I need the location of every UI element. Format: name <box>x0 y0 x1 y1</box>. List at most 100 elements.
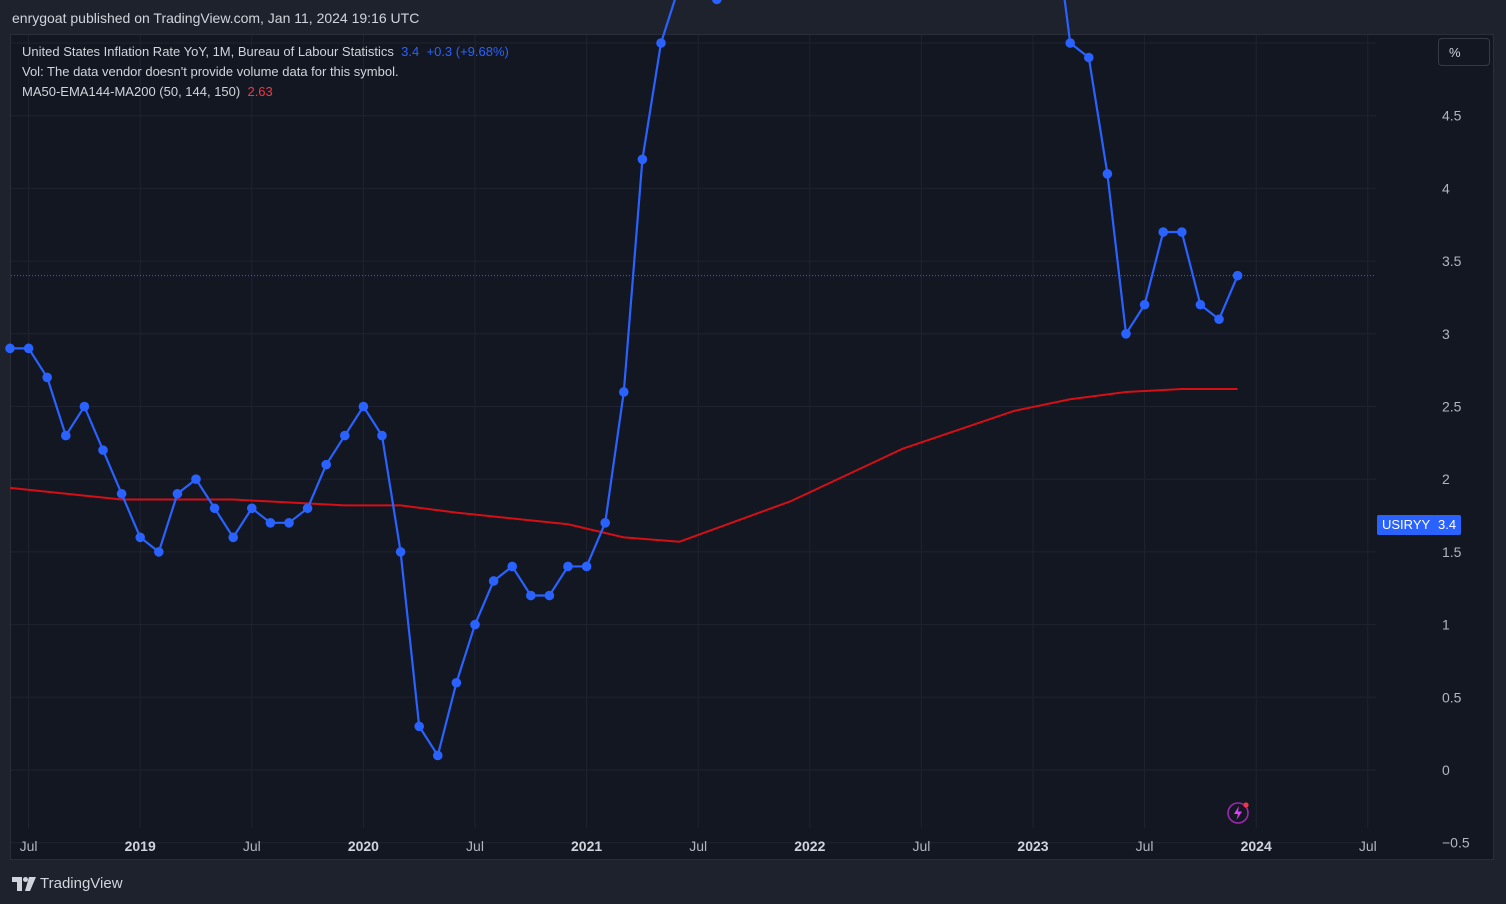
last-price-badge: 3.4 <box>1433 515 1462 535</box>
inflation-point[interactable] <box>1121 329 1131 339</box>
x-tick-label: Jul <box>689 838 707 854</box>
legend-ma-value: 2.63 <box>247 84 273 99</box>
inflation-point[interactable] <box>358 401 369 412</box>
legend-change: +0.3 (+9.68%) <box>426 44 509 59</box>
chart-grid <box>11 35 1376 844</box>
x-tick-label: 2023 <box>1017 838 1048 854</box>
inflation-point[interactable] <box>600 518 610 528</box>
x-tick-label: Jul <box>1136 838 1154 854</box>
inflation-line[interactable] <box>10 0 1239 757</box>
x-tick-label: 2022 <box>794 838 825 854</box>
inflation-point[interactable] <box>98 445 108 455</box>
inflation-point[interactable] <box>470 619 480 630</box>
inflation-point[interactable] <box>247 503 257 514</box>
price-axis: 9.598.587.576.565.554.543.532.521.510.50… <box>1442 35 1470 851</box>
inflation-point[interactable] <box>1195 299 1206 310</box>
bottom-bar <box>0 860 1506 904</box>
x-tick-label: Jul <box>20 838 38 854</box>
inflation-point[interactable] <box>265 518 276 528</box>
legend-volume-note: Vol: The data vendor doesn't provide vol… <box>22 64 399 79</box>
inflation-point[interactable] <box>526 590 536 601</box>
x-tick-label: Jul <box>912 838 930 854</box>
inflation-point[interactable] <box>377 430 387 441</box>
tradingview-logo-icon <box>12 876 36 891</box>
x-tick-label: 2020 <box>348 838 379 854</box>
inflation-point[interactable] <box>1232 270 1243 281</box>
inflation-series-layer <box>5 0 1243 761</box>
inflation-point[interactable] <box>340 430 350 441</box>
y-tick-label: 3 <box>1442 326 1450 342</box>
inflation-point[interactable] <box>1065 38 1075 48</box>
inflation-point[interactable] <box>1102 169 1113 179</box>
inflation-point[interactable] <box>619 387 629 397</box>
x-tick-label: 2021 <box>571 838 602 854</box>
inflation-point[interactable] <box>414 721 425 732</box>
inflation-point[interactable] <box>135 532 145 543</box>
inflation-point[interactable] <box>451 677 462 688</box>
legend-ma-label: MA50-EMA144-MA200 (50, 144, 150) <box>22 84 241 99</box>
legend-ma-row[interactable]: MA50-EMA144-MA200 (50, 144, 150) 2.63 <box>22 82 509 102</box>
y-tick-label: 0.5 <box>1442 689 1462 705</box>
inflation-point[interactable] <box>321 459 332 470</box>
inflation-point[interactable] <box>154 547 164 557</box>
tradingview-logo[interactable]: TradingView <box>12 875 123 892</box>
inflation-point[interactable] <box>712 0 722 5</box>
inflation-point[interactable] <box>1084 52 1094 63</box>
percent-scale-button[interactable]: % <box>1438 38 1490 66</box>
legend-last-value: 3.4 <box>401 44 420 59</box>
inflation-point[interactable] <box>228 532 238 543</box>
x-tick-label: Jul <box>1359 838 1377 854</box>
inflation-point[interactable] <box>563 561 573 572</box>
inflation-point[interactable] <box>191 474 201 485</box>
y-tick-label: 4.5 <box>1442 108 1462 124</box>
inflation-point[interactable] <box>433 750 443 761</box>
percent-scale-label: % <box>1449 44 1461 60</box>
x-tick-label: Jul <box>466 838 484 854</box>
time-axis: Jul 2019 Jul 2020 Jul 2021 Jul 2022 Jul 2023 Jul 20… <box>20 838 1377 854</box>
x-tick-label: Jul <box>243 838 261 854</box>
inflation-point[interactable] <box>1177 227 1187 237</box>
chart-frame[interactable] <box>10 34 1494 860</box>
inflation-point[interactable] <box>581 561 592 572</box>
x-tick-label: 2024 <box>1241 838 1272 854</box>
legend-series-row[interactable]: United States Inflation Rate YoY, 1M, Bu… <box>22 42 509 62</box>
top-bar: enrygoat published on TradingView.com, J… <box>0 0 1506 34</box>
legend-series-title: United States Inflation Rate YoY, 1M, Bu… <box>22 44 394 59</box>
inflation-point[interactable] <box>284 518 294 528</box>
inflation-point[interactable] <box>637 154 648 165</box>
inflation-point[interactable] <box>656 38 666 48</box>
y-tick-label: 0 <box>1442 762 1450 778</box>
chart-legend: United States Inflation Rate YoY, 1M, Bu… <box>22 42 509 102</box>
inflation-point[interactable] <box>1139 299 1150 310</box>
inflation-point[interactable] <box>42 372 52 383</box>
inflation-point[interactable] <box>5 343 15 354</box>
y-tick-label: 1 <box>1442 617 1450 633</box>
inflation-point[interactable] <box>23 343 34 354</box>
publish-note: enrygoat published on TradingView.com, J… <box>12 10 420 26</box>
inflation-point[interactable] <box>1214 314 1224 325</box>
inflation-point[interactable] <box>395 547 406 557</box>
inflation-point[interactable] <box>302 503 313 514</box>
inflation-point[interactable] <box>1158 227 1168 237</box>
y-tick-label: 2 <box>1442 471 1450 487</box>
moving-average-layer <box>9 388 1238 543</box>
legend-volume-row: Vol: The data vendor doesn't provide vol… <box>22 62 509 82</box>
inflation-point[interactable] <box>79 401 90 412</box>
inflation-point[interactable] <box>116 488 127 499</box>
symbol-badge: USIRYY <box>1377 515 1436 535</box>
flash-icon[interactable] <box>1226 801 1250 825</box>
y-tick-label: 4 <box>1442 180 1450 196</box>
y-tick-label: 1.5 <box>1442 544 1462 560</box>
inflation-point[interactable] <box>172 488 183 499</box>
y-tick-label: 3.5 <box>1442 253 1462 269</box>
y-tick-label: 2.5 <box>1442 399 1462 415</box>
y-tick-label: −0.5 <box>1442 835 1470 851</box>
inflation-point[interactable] <box>488 576 499 586</box>
inflation-point[interactable] <box>61 430 71 441</box>
inflation-point[interactable] <box>209 503 220 514</box>
ma-line[interactable] <box>9 388 1238 543</box>
inflation-point[interactable] <box>544 590 555 601</box>
inflation-point[interactable] <box>507 561 517 572</box>
x-tick-label: 2019 <box>125 838 156 854</box>
